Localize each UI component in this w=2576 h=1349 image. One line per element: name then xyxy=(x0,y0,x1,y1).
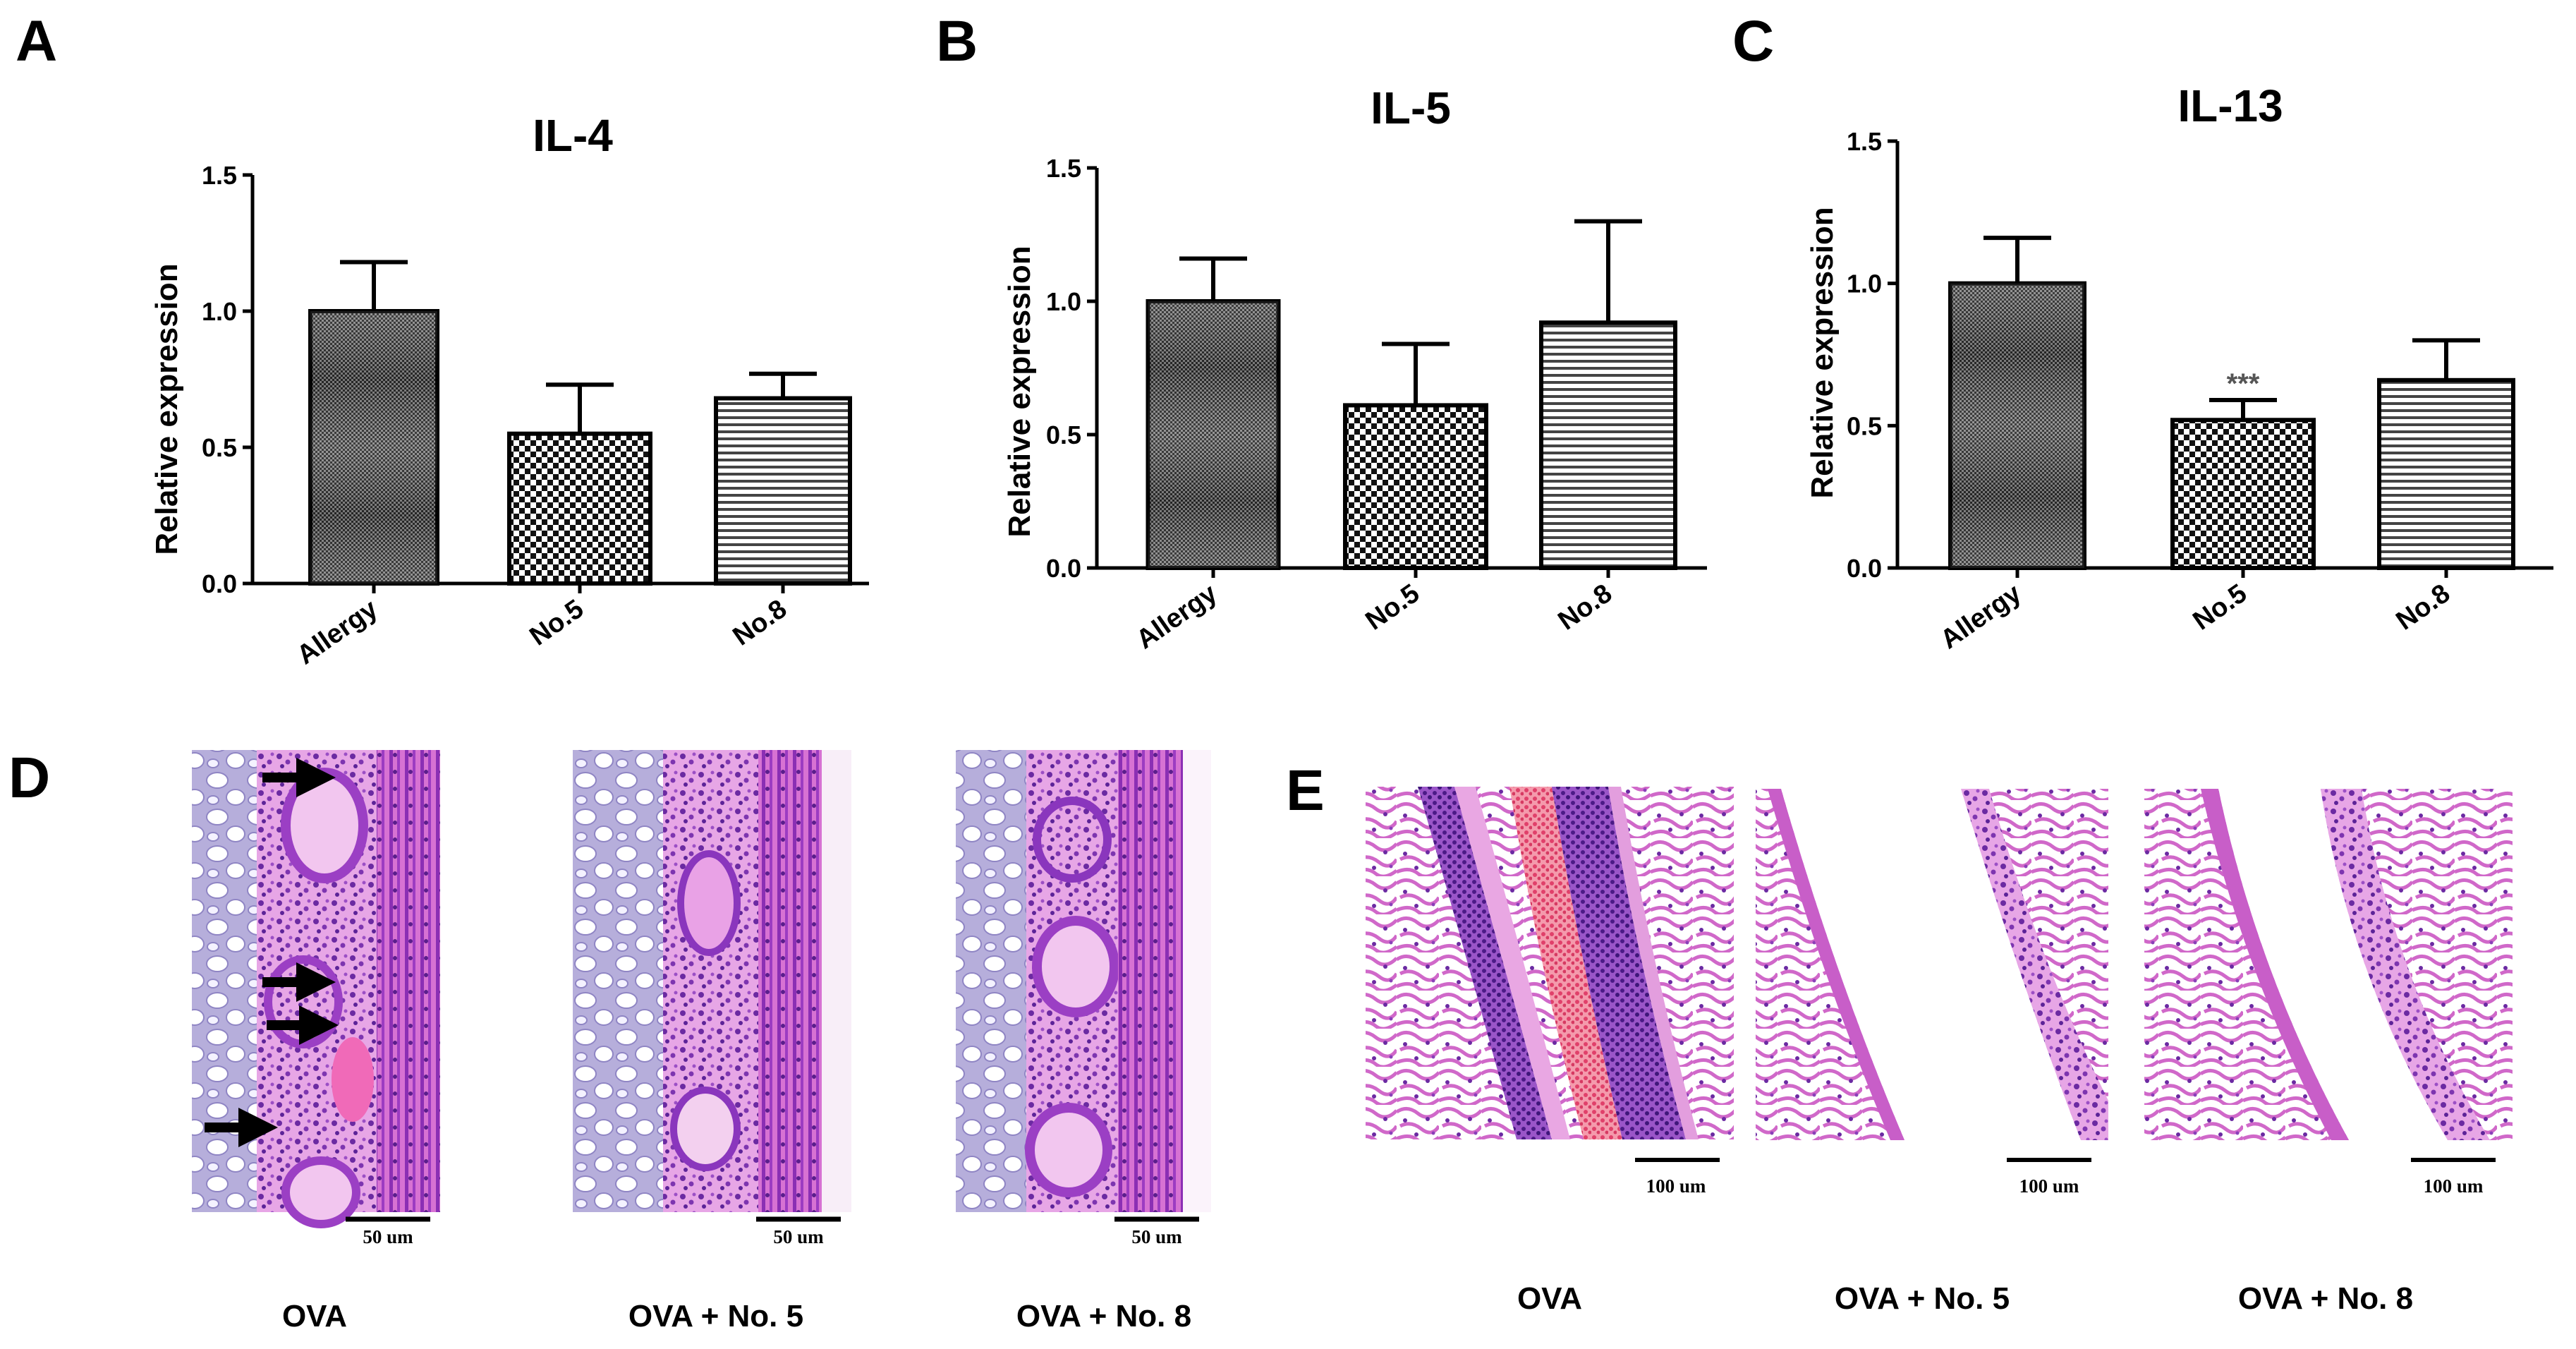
y-tick-label: 1.0 xyxy=(1847,270,1882,298)
bar xyxy=(2170,418,2316,570)
y-tick-label: 0.0 xyxy=(1847,554,1882,583)
scale-bar-label: 50 um xyxy=(773,1226,824,1247)
y-tick-label: 1.5 xyxy=(202,161,237,190)
y-axis-label: Relative expression xyxy=(150,263,184,555)
caption-e-ova-no8: OVA + No. 8 xyxy=(2238,1281,2413,1316)
bar-shading xyxy=(1950,283,2084,568)
x-tick-label: No.8 xyxy=(2391,579,2456,636)
y-tick-label: 0.5 xyxy=(1847,411,1882,440)
caption-e-ova-no5: OVA + No. 5 xyxy=(1835,1281,2010,1316)
x-tick-label: No.8 xyxy=(1553,579,1618,636)
y-tick-label: 0.0 xyxy=(1046,554,1081,583)
chart-il13: IL-13 Relative expression 0.0 0.5 1.0 1.5 Al… xyxy=(1805,80,2553,655)
bar-shading xyxy=(1148,301,1279,568)
scale-bar-label: 50 um xyxy=(363,1226,413,1247)
plot-area: 0.0 0.5 1.0 1.5 Allergy No.5 No.8 xyxy=(202,161,869,670)
caption-d-ova-no5: OVA + No. 5 xyxy=(628,1299,803,1333)
caption-d-ova-no8: OVA + No. 8 xyxy=(1016,1299,1191,1333)
scale-bar-label: 100 um xyxy=(2019,1175,2079,1197)
bar xyxy=(507,431,652,586)
micrograph-e-ova: 100 um OVA xyxy=(1366,787,1734,1316)
panel-label-c: C xyxy=(1732,9,1774,73)
bar xyxy=(1539,320,1677,570)
x-tick-label: No.5 xyxy=(1361,579,1426,636)
micrograph-d-ova-no5: 50 um OVA + No. 5 xyxy=(573,750,851,1333)
chart-il5: IL-5 Relative expression 0.0 0.5 1.0 1.5 All… xyxy=(1002,83,1707,655)
y-axis-label: Relative expression xyxy=(1002,246,1037,537)
panel-label-b: B xyxy=(936,9,978,73)
chart-title: IL-5 xyxy=(1371,83,1451,133)
scale-bar-label: 100 um xyxy=(1646,1175,1706,1197)
scale-bar-label: 100 um xyxy=(2424,1175,2484,1197)
x-tick-label: No.5 xyxy=(2188,579,2253,636)
scale-bar-label: 50 um xyxy=(1131,1226,1182,1247)
x-tick-label: No.5 xyxy=(525,594,590,652)
plot-area: 0.0 0.5 1.0 1.5 Allergy No.5 *** No.8 xyxy=(1847,127,2553,655)
bar xyxy=(714,396,852,586)
panel-d-micrographs: 50 um OVA 50 um OVA + No. 5 50 um O xyxy=(192,750,1211,1333)
bar-shading xyxy=(310,311,437,583)
panel-label-e: E xyxy=(1286,758,1325,823)
chart-title: IL-4 xyxy=(533,110,613,161)
y-tick-label: 0.0 xyxy=(202,569,237,598)
x-tick-label: Allergy xyxy=(292,594,384,670)
micrograph-d-ova: 50 um OVA xyxy=(192,750,440,1333)
micrograph-d-ova-no8: 50 um OVA + No. 8 xyxy=(956,750,1211,1333)
panel-label-d: D xyxy=(8,746,50,810)
y-tick-label: 0.5 xyxy=(1046,421,1081,449)
y-tick-label: 1.0 xyxy=(202,297,237,326)
chart-title: IL-13 xyxy=(2177,80,2283,131)
significance-label: *** xyxy=(2227,368,2260,399)
x-tick-label: Allergy xyxy=(1131,579,1223,655)
caption-e-ova: OVA xyxy=(1517,1281,1582,1316)
y-tick-label: 1.5 xyxy=(1046,154,1081,183)
y-tick-label: 1.5 xyxy=(1847,127,1882,156)
bar xyxy=(1343,403,1488,570)
panel-label-a: A xyxy=(16,9,57,73)
x-tick-label: No.8 xyxy=(728,594,793,652)
micrograph-e-ova-no8: 100 um OVA + No. 8 xyxy=(2144,789,2513,1316)
plot-area: 0.0 0.5 1.0 1.5 Allergy No.5 No.8 xyxy=(1046,154,1707,655)
y-tick-label: 0.5 xyxy=(202,433,237,462)
chart-il4: IL-4 Relative expression 0.0 0.5 1.0 1.5 All… xyxy=(150,110,869,670)
panel-e-micrographs: 100 um OVA 100 um OVA + No. 5 100 um OVA… xyxy=(1366,787,2513,1316)
y-axis-label: Relative expression xyxy=(1805,207,1840,498)
micrograph-e-ova-no5: 100 um OVA + No. 5 xyxy=(1756,789,2108,1316)
y-tick-label: 1.0 xyxy=(1046,287,1081,316)
bar xyxy=(2377,377,2515,570)
caption-d-ova: OVA xyxy=(282,1299,347,1333)
x-tick-label: Allergy xyxy=(1936,579,2027,655)
